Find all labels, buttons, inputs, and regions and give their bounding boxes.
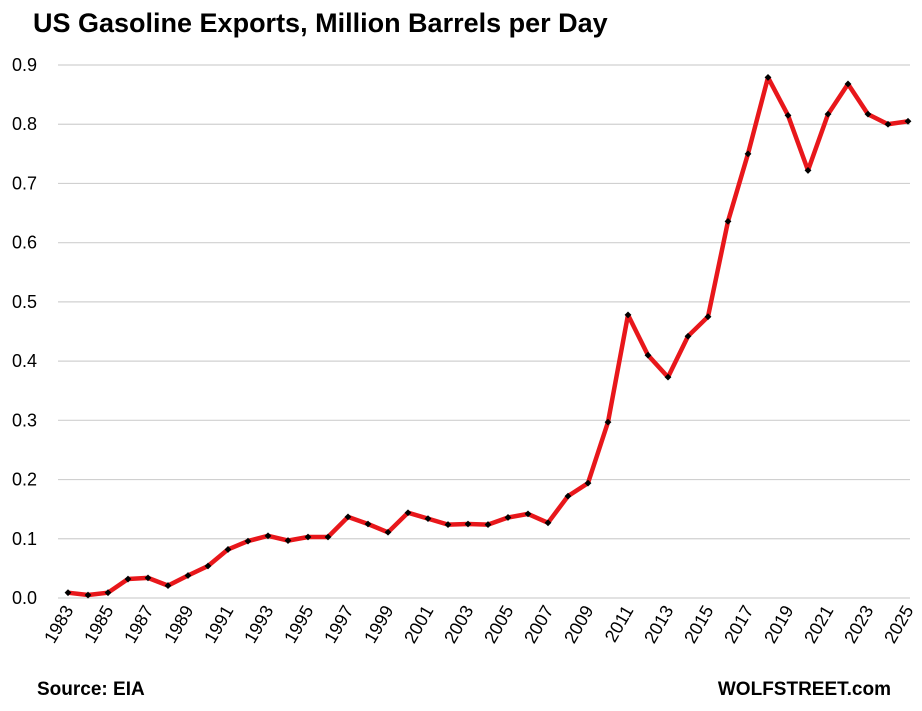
data-point <box>484 521 492 528</box>
data-point <box>704 313 712 321</box>
x-tick-label: 2005 <box>480 602 517 647</box>
y-tick-label: 0.4 <box>12 351 37 371</box>
data-point <box>124 575 132 583</box>
y-tick-label: 0.7 <box>12 173 37 193</box>
data-point <box>884 120 892 128</box>
data-point <box>644 351 652 359</box>
y-tick-label: 0.6 <box>12 233 37 253</box>
data-point <box>204 562 212 570</box>
data-point <box>304 533 312 541</box>
series-line <box>65 75 911 598</box>
data-point <box>624 311 632 319</box>
y-tick-label: 0.2 <box>12 470 37 490</box>
x-tick-label: 1985 <box>80 602 117 647</box>
data-point <box>264 532 272 540</box>
y-tick-label: 0.9 <box>12 55 37 75</box>
data-point <box>184 572 192 579</box>
data-point <box>784 111 792 119</box>
x-tick-label: 1989 <box>160 602 197 647</box>
source-label: Source: EIA <box>37 679 145 700</box>
data-point <box>84 591 92 599</box>
x-tick-label: 2015 <box>680 602 717 647</box>
x-tick-label: 2023 <box>840 602 877 647</box>
y-tick-label: 0.1 <box>12 529 37 549</box>
data-point <box>844 80 852 88</box>
x-tick-label: 2017 <box>720 602 757 647</box>
data-point <box>804 167 812 174</box>
data-point <box>684 332 692 340</box>
data-point <box>224 546 232 553</box>
data-point <box>724 217 732 225</box>
data-point <box>144 574 152 582</box>
data-point <box>284 537 292 544</box>
data-point <box>464 520 472 528</box>
x-tick-label: 2001 <box>400 602 437 647</box>
data-point <box>324 533 332 541</box>
data-point <box>604 418 612 426</box>
data-point <box>904 117 912 125</box>
x-tick-label: 2011 <box>601 602 638 646</box>
x-tick-label: 1983 <box>40 602 77 647</box>
data-point <box>344 513 352 521</box>
y-tick-label: 0.8 <box>12 114 37 134</box>
data-point <box>744 150 752 158</box>
x-tick-label: 1997 <box>320 602 357 647</box>
data-point <box>404 509 412 517</box>
chart-title: US Gasoline Exports, Million Barrels per… <box>33 8 608 38</box>
data-point <box>504 514 512 521</box>
data-point <box>764 74 772 81</box>
data-point <box>384 528 392 536</box>
y-tick-label: 0.3 <box>12 410 37 430</box>
y-tick-label: 0.5 <box>12 292 37 312</box>
x-tick-label: 2019 <box>760 602 797 647</box>
x-tick-label: 2007 <box>520 602 557 647</box>
data-point <box>564 492 572 500</box>
data-point <box>544 519 552 527</box>
series <box>65 75 911 598</box>
data-point <box>244 537 252 545</box>
data-point <box>864 110 872 118</box>
gridlines <box>58 64 910 599</box>
y-tick-label: 0.0 <box>12 588 37 608</box>
x-tick-label: 2009 <box>560 602 597 647</box>
x-tick-label: 2025 <box>880 602 917 647</box>
x-tick-label: 1993 <box>240 602 277 647</box>
y-axis-ticks: 0.0 0.1 0.2 0.3 0.4 0.5 0.6 0.7 0.8 0.9 <box>12 55 37 608</box>
x-tick-label: 1999 <box>360 602 397 647</box>
data-point <box>364 520 372 528</box>
x-axis-ticks: 1983 1985 1987 1989 1991 1993 1995 1997 1999 2001… <box>40 602 917 647</box>
data-markers <box>64 74 912 599</box>
x-tick-label: 2003 <box>440 602 477 647</box>
data-point <box>164 582 172 589</box>
data-point <box>824 110 832 118</box>
x-tick-label: 1987 <box>120 602 157 647</box>
x-tick-label: 1991 <box>200 602 237 647</box>
data-point <box>64 589 72 597</box>
x-tick-label: 1995 <box>280 602 317 647</box>
x-tick-label: 2013 <box>640 602 677 647</box>
data-point <box>444 521 452 528</box>
data-point <box>104 589 112 597</box>
x-tick-label: 2021 <box>800 602 837 647</box>
brand-label: WOLFSTREET.com <box>717 679 891 700</box>
data-point <box>424 515 432 523</box>
data-point <box>664 373 672 381</box>
data-point <box>584 479 592 487</box>
data-point <box>524 510 532 518</box>
